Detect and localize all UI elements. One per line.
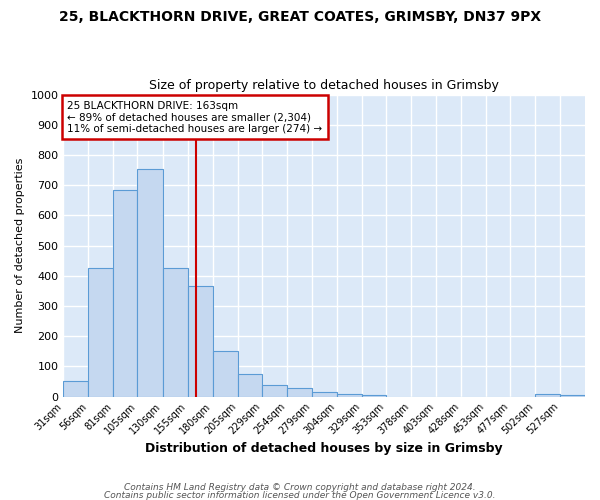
Bar [287,388,311,396]
Bar [163,268,188,396]
Bar [262,384,287,396]
Text: Contains public sector information licensed under the Open Government Licence v3: Contains public sector information licen… [104,490,496,500]
Bar [337,394,362,396]
Bar [137,168,163,396]
Bar [113,190,137,396]
Text: 25, BLACKTHORN DRIVE, GREAT COATES, GRIMSBY, DN37 9PX: 25, BLACKTHORN DRIVE, GREAT COATES, GRIM… [59,10,541,24]
Bar [238,374,262,396]
Text: Contains HM Land Registry data © Crown copyright and database right 2024.: Contains HM Land Registry data © Crown c… [124,484,476,492]
Title: Size of property relative to detached houses in Grimsby: Size of property relative to detached ho… [149,79,499,92]
Y-axis label: Number of detached properties: Number of detached properties [15,158,25,334]
Bar [188,286,212,397]
X-axis label: Distribution of detached houses by size in Grimsby: Distribution of detached houses by size … [145,442,503,455]
Text: 25 BLACKTHORN DRIVE: 163sqm
← 89% of detached houses are smaller (2,304)
11% of : 25 BLACKTHORN DRIVE: 163sqm ← 89% of det… [67,100,323,134]
Bar [362,395,386,396]
Bar [212,350,238,397]
Bar [535,394,560,396]
Bar [64,381,88,396]
Bar [311,392,337,396]
Bar [88,268,113,396]
Bar [560,395,585,396]
